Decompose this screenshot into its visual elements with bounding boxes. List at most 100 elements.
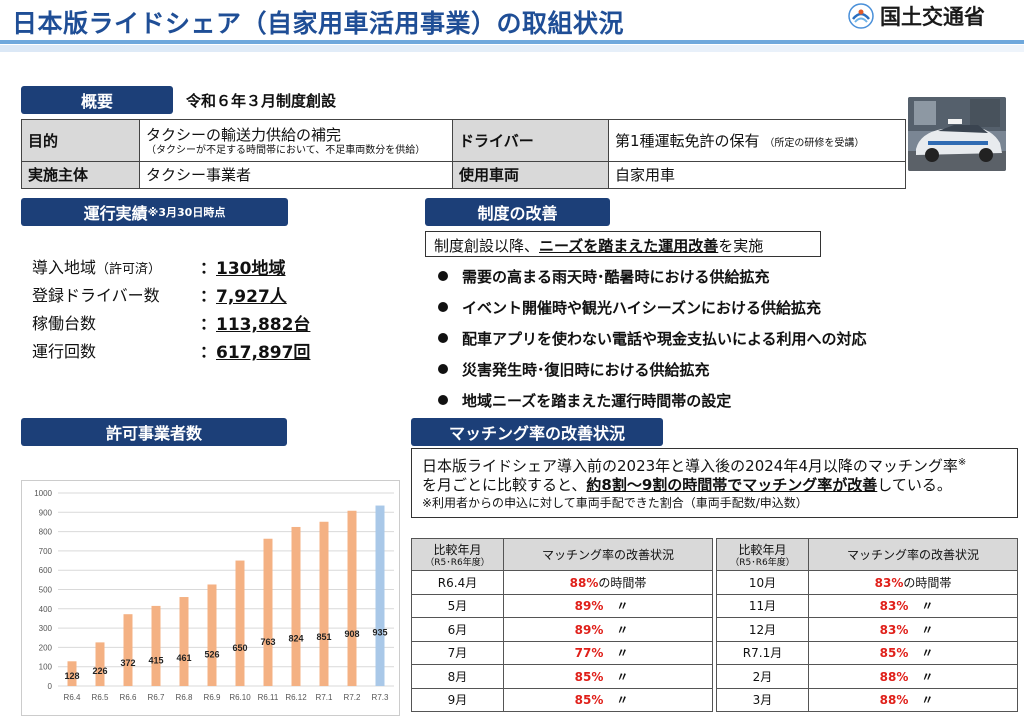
data-label: 908	[344, 629, 359, 639]
bar	[375, 505, 385, 686]
y-tick-label: 1000	[34, 489, 52, 498]
month-cell: 7月	[411, 640, 504, 665]
reform-bullet: 配車アプリを使わない電話や現金支払いによる利用への対応	[438, 328, 867, 349]
x-tick-label: R7.1	[316, 693, 333, 702]
bar	[263, 538, 273, 686]
title-rule	[0, 40, 1024, 44]
rate-cell: 89% 〃	[503, 617, 713, 642]
stat-value: 7,927人	[216, 287, 287, 307]
stat-value: 113,882台	[216, 315, 311, 335]
bar	[151, 605, 161, 686]
bullet-icon	[438, 333, 448, 343]
reform-emphasis: ニーズを踏まえた運用改善	[539, 237, 719, 255]
x-tick-label: R6.4	[64, 693, 81, 702]
rate-cell: 85% 〃	[503, 687, 713, 712]
data-label: 763	[260, 637, 275, 647]
matching-table-right: 比較年月 （R5･R6年度） マッチング率の改善状況 10月 83%の時間帯 11月 83%…	[716, 538, 1018, 712]
x-tick-label: R6.5	[92, 693, 109, 702]
results-pill: 運行実績 ※3月30日時点	[21, 198, 288, 226]
table-row: R6.4月 88%の時間帯	[411, 570, 713, 595]
stat-sep: ：	[200, 258, 217, 277]
bar	[291, 526, 301, 686]
y-tick-label: 100	[39, 663, 53, 672]
data-label: 851	[316, 632, 331, 642]
y-tick-label: 700	[39, 547, 53, 556]
stat-value: 130地域	[216, 259, 286, 279]
table-row: 2月 88% 〃	[716, 664, 1018, 689]
vehicle-text: 自家用車	[608, 160, 906, 190]
y-tick-label: 900	[39, 508, 53, 517]
bullet-icon	[438, 271, 448, 281]
rate-cell: 83%の時間帯	[808, 570, 1018, 595]
month-cell: 11月	[716, 593, 809, 618]
results-pill-note: ※3月30日時点	[147, 206, 226, 219]
rate-cell: 83% 〃	[808, 593, 1018, 618]
bar	[67, 661, 77, 686]
stat-sep: ：	[200, 314, 217, 333]
y-tick-label: 200	[39, 643, 53, 652]
table-row: R7.1月 85% 〃	[716, 640, 1018, 665]
table-row: 10月 83%の時間帯	[716, 570, 1018, 595]
col-month-header: 比較年月 （R5･R6年度）	[716, 538, 809, 571]
rate-cell: 89% 〃	[503, 593, 713, 618]
driver-note: （所定の研修を受講）	[764, 137, 865, 149]
permits-pill: 許可事業者数	[21, 418, 287, 446]
month-cell: 8月	[411, 664, 504, 689]
overview-table: 目的 タクシーの輸送力供給の補完 （タクシーが不足する時間帯において、不足車両数…	[21, 119, 906, 190]
month-cell: 10月	[716, 570, 809, 595]
ministry-name: 国土交通省	[880, 5, 985, 29]
x-tick-label: R7.3	[372, 693, 389, 702]
x-tick-label: R6.10	[229, 693, 251, 702]
bar	[319, 521, 329, 686]
reform-intro: 制度創設以降、ニーズを踏まえた運用改善を実施	[425, 231, 821, 257]
stat-label: 登録ドライバー数	[32, 286, 160, 305]
table-row: 8月 85% 〃	[411, 664, 713, 689]
month-cell: 5月	[411, 593, 504, 618]
month-cell: 3月	[716, 687, 809, 712]
table-row: 6月 89% 〃	[411, 617, 713, 642]
table-row: 12月 83% 〃	[716, 617, 1018, 642]
x-tick-label: R6.9	[204, 693, 221, 702]
overview-subtitle: 令和６年３月制度創設	[186, 92, 337, 110]
col-month-header: 比較年月 （R5･R6年度）	[411, 538, 504, 571]
matching-note: ※利用者からの申込に対して車両手配できた割合（車両手配数/申込数）	[422, 496, 808, 510]
bar	[123, 614, 133, 686]
x-tick-label: R6.11	[258, 693, 279, 702]
table-row: 7月 77% 〃	[411, 640, 713, 665]
stat-value: 617,897回	[216, 343, 311, 363]
reform-bullet: イベント開催時や観光ハイシーズンにおける供給拡充	[438, 297, 821, 318]
y-tick-label: 400	[39, 605, 53, 614]
y-tick-label: 800	[39, 528, 53, 537]
taxi-photo	[908, 97, 1006, 171]
operator-label: 実施主体	[21, 160, 140, 190]
reform-bullet: 需要の高まる雨天時･酷暑時における供給拡充	[438, 266, 770, 287]
bullet-icon	[438, 364, 448, 374]
stat-sep: ：	[200, 286, 217, 305]
col-rate-header: マッチング率の改善状況	[808, 538, 1018, 571]
data-label: 461	[176, 653, 191, 663]
x-tick-label: R6.8	[176, 693, 193, 702]
matching-description: 日本版ライドシェア導入前の2023年と導入後の2024年4月以降のマッチング率※…	[411, 448, 1018, 518]
purpose-cell: タクシーの輸送力供給の補完 （タクシーが不足する時間帯において、不足車両数分を供…	[139, 119, 453, 162]
stat-label: 稼働台数	[32, 314, 97, 333]
y-tick-label: 600	[39, 566, 53, 575]
bullet-icon	[438, 395, 448, 405]
table-row: 3月 88% 〃	[716, 687, 1018, 712]
page-title: 日本版ライドシェア（自家用車活用事業）の取組状況	[12, 9, 625, 38]
month-cell: 2月	[716, 664, 809, 689]
vehicle-label: 使用車両	[452, 160, 609, 190]
reform-pill: 制度の改善	[425, 198, 610, 226]
x-tick-label: R7.2	[344, 693, 361, 702]
x-tick-label: R6.6	[120, 693, 137, 702]
stat-sep: ：	[200, 342, 217, 361]
table-row: 5月 89% 〃	[411, 593, 713, 618]
rate-cell: 77% 〃	[503, 640, 713, 665]
x-tick-label: R6.12	[285, 693, 307, 702]
rate-cell: 85% 〃	[503, 664, 713, 689]
rate-cell: 85% 〃	[808, 640, 1018, 665]
ministry-logo-icon	[848, 3, 874, 29]
stat-row: 運行回数 ： 617,897回	[32, 338, 310, 363]
rate-cell: 88% 〃	[808, 687, 1018, 712]
purpose-note: （タクシーが不足する時間帯において、不足車両数分を供給）	[146, 144, 426, 156]
permits-chart-frame: 0 100 200 300 400 500 600 700 800 900 1000 128 R6.4 2…	[21, 480, 400, 716]
